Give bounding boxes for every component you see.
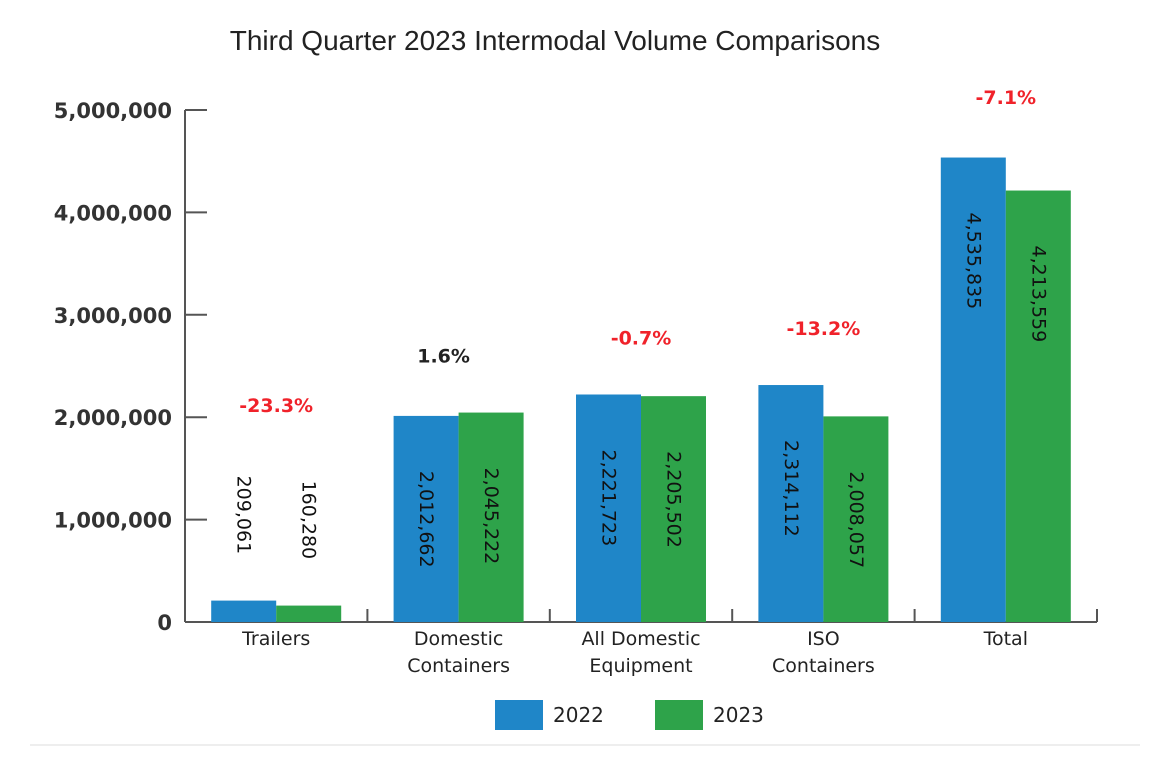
x-category-label: All Domestic Equipment <box>581 628 700 677</box>
value-label-2023: 2,008,057 <box>845 471 867 568</box>
percent-change-label: -23.3% <box>239 395 313 417</box>
x-category-label: Trailers <box>241 628 310 650</box>
bar-labels: 209,061 160,280 -23.3% 2,012,662 2,045,222 1.… <box>233 87 1050 568</box>
value-label-2023: 160,280 <box>298 481 320 560</box>
bar-2023 <box>276 605 342 622</box>
x-category-label-line: Containers <box>407 655 510 677</box>
x-category-label-line: Equipment <box>589 655 692 677</box>
y-tick-label: 1,000,000 <box>54 509 172 533</box>
bar-2023 <box>1005 190 1071 622</box>
x-category-label: Total <box>983 628 1028 650</box>
value-label-2022: 209,061 <box>233 476 255 555</box>
y-tick-label: 3,000,000 <box>54 304 172 328</box>
y-tick-label: 4,000,000 <box>54 201 172 225</box>
bar-2022 <box>211 600 277 622</box>
value-label-2023: 2,205,502 <box>663 451 685 548</box>
percent-change-label: -7.1% <box>976 87 1037 109</box>
value-label-2023: 4,213,559 <box>1027 246 1049 343</box>
x-category-label: ISO Containers <box>772 628 875 677</box>
percent-change-label: 1.6% <box>417 346 470 368</box>
x-category-label-line: Total <box>983 628 1028 650</box>
y-tick-label: 2,000,000 <box>54 406 172 430</box>
legend-label-2023: 2023 <box>713 703 764 727</box>
legend-label-2022: 2022 <box>553 703 604 727</box>
y-tick-label: 0 <box>157 611 172 635</box>
legend: 2022 2023 <box>495 700 764 730</box>
bars <box>211 157 1071 622</box>
x-category-label-line: ISO <box>807 628 840 650</box>
percent-change-label: -0.7% <box>611 327 672 349</box>
x-category-label-line: All Domestic <box>581 628 700 650</box>
bar-2022 <box>393 415 459 622</box>
x-category-label-line: Trailers <box>241 628 310 650</box>
value-label-2023: 2,045,222 <box>480 468 502 565</box>
value-label-2022: 2,221,723 <box>598 449 620 546</box>
x-category-label: Domestic Containers <box>407 628 510 677</box>
percent-change-label: -13.2% <box>786 318 860 340</box>
bar-2023 <box>641 396 706 622</box>
y-tick-label: 5,000,000 <box>54 99 172 123</box>
bar-2023 <box>458 412 524 622</box>
legend-swatch-2022 <box>495 700 543 730</box>
x-category-label-line: Containers <box>772 655 875 677</box>
chart-title: Third Quarter 2023 Intermodal Volume Com… <box>230 25 881 56</box>
legend-swatch-2023 <box>655 700 703 730</box>
x-category-label-line: Domestic <box>414 628 504 650</box>
value-label-2022: 2,314,112 <box>780 440 802 537</box>
bar-2022 <box>758 385 824 622</box>
bar-2022 <box>576 394 641 622</box>
bar-2023 <box>823 416 889 622</box>
value-label-2022: 2,012,662 <box>415 471 437 568</box>
bar-2022 <box>940 157 1006 622</box>
value-label-2022: 4,535,835 <box>962 213 984 310</box>
